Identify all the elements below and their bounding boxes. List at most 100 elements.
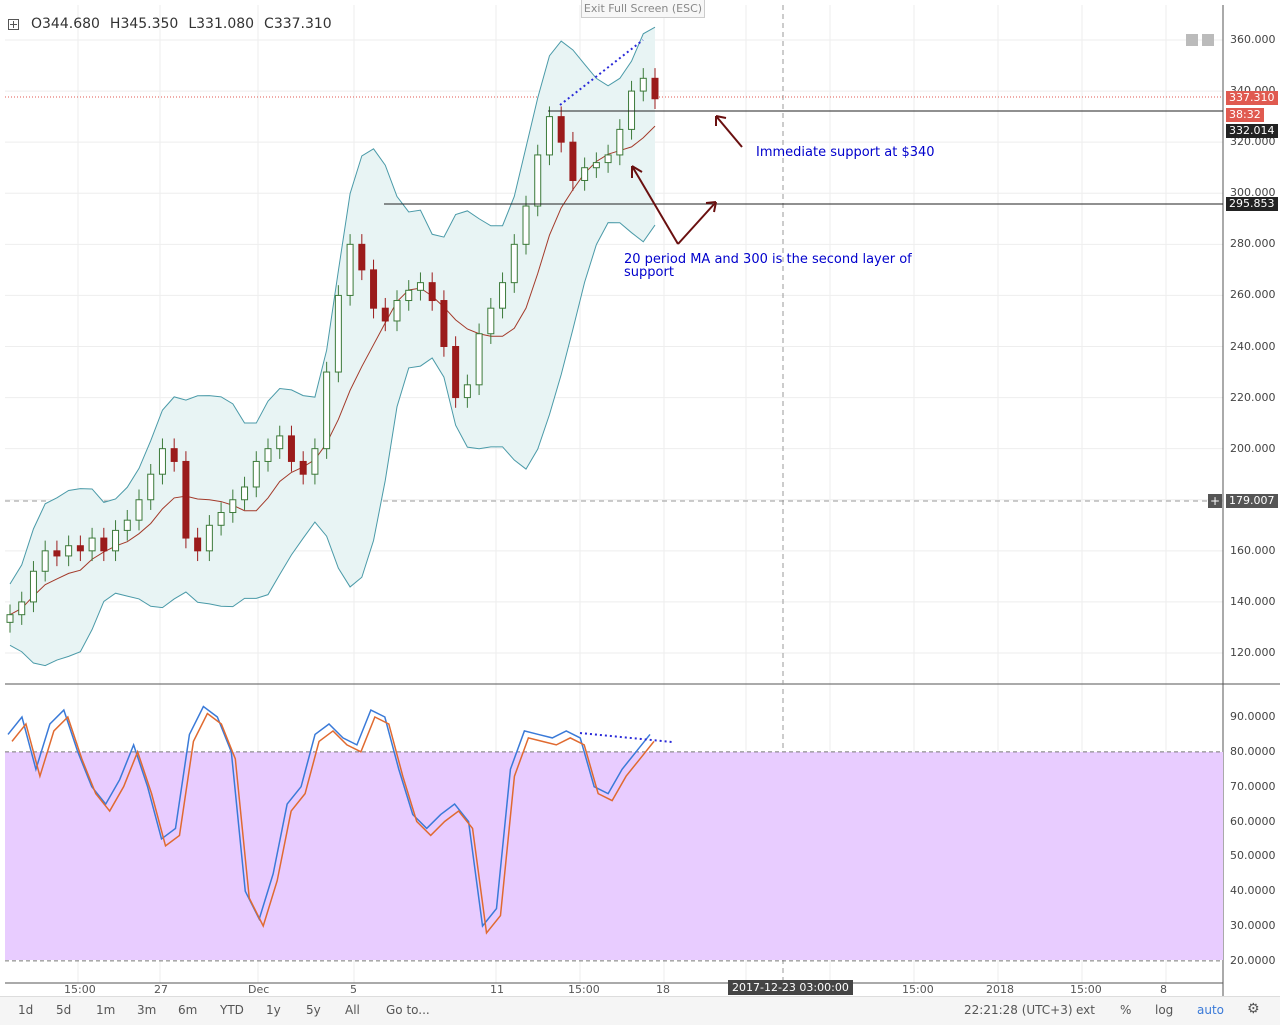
range-button-5y[interactable]: 5y bbox=[306, 1003, 321, 1017]
candle-body bbox=[252, 460, 260, 488]
candle-body bbox=[100, 537, 108, 552]
candle-body bbox=[358, 243, 366, 271]
time-tick-label: 11 bbox=[490, 983, 504, 996]
candle-body bbox=[323, 371, 331, 450]
oscillator-tick-label: 60.0000 bbox=[1230, 814, 1276, 828]
oscillator-tick-label: 90.0000 bbox=[1230, 710, 1276, 723]
candle-body bbox=[182, 460, 190, 539]
price-tick-label: 260.000 bbox=[1230, 288, 1276, 302]
price-tick-label: 120.000 bbox=[1230, 646, 1276, 659]
second-support-tag: 295.853 bbox=[1226, 197, 1278, 211]
candle-body bbox=[545, 116, 553, 156]
candle-body bbox=[299, 460, 307, 475]
annotation-arrow bbox=[631, 165, 679, 245]
crosshair-price-tag: 179.007 bbox=[1226, 494, 1278, 508]
candle-body bbox=[158, 448, 166, 475]
low-value: L331.080 bbox=[188, 16, 255, 32]
annotation-second-support-line1: 20 period MA and 300 is the second layer… bbox=[624, 252, 912, 267]
price-tick-label: 300.000 bbox=[1230, 186, 1276, 200]
candle-body bbox=[463, 384, 471, 399]
candle-body bbox=[475, 333, 483, 386]
candle-body bbox=[276, 435, 284, 450]
candle-body bbox=[639, 77, 647, 92]
range-button-3m[interactable]: 3m bbox=[137, 1003, 157, 1017]
log-toggle[interactable]: log bbox=[1155, 1003, 1174, 1017]
candle-countdown-tag: 38:32 bbox=[1226, 108, 1264, 122]
bottom-toolbar: 1d 5d 1m 3m 6m YTD 1y 5y All Go to... 22:21:28 (… bbox=[0, 996, 1280, 1025]
candle-body bbox=[440, 300, 448, 347]
candle-body bbox=[581, 167, 589, 181]
time-tick-label: 15:00 bbox=[568, 983, 600, 996]
candle-body bbox=[628, 90, 636, 130]
high-value: H345.350 bbox=[109, 16, 179, 32]
candle-body bbox=[194, 537, 202, 552]
candle-body bbox=[393, 300, 401, 322]
add-alert-icon[interactable]: + bbox=[1208, 494, 1222, 508]
percent-toggle[interactable]: % bbox=[1120, 1003, 1132, 1017]
annotation-arrow bbox=[677, 201, 717, 245]
candle-body bbox=[170, 448, 178, 462]
range-button-6m[interactable]: 6m bbox=[178, 1003, 198, 1017]
annotation-second-support-line2: support bbox=[624, 265, 674, 280]
candle-body bbox=[522, 205, 530, 245]
candle-body bbox=[76, 545, 84, 552]
candle-body bbox=[241, 486, 249, 501]
time-tick-label: 2018 bbox=[986, 983, 1014, 996]
range-button-5d[interactable]: 5d bbox=[56, 1003, 72, 1017]
pane-up-icon[interactable] bbox=[1186, 34, 1198, 46]
candle-body bbox=[217, 512, 225, 526]
auto-toggle[interactable]: auto bbox=[1197, 1003, 1225, 1017]
price-tick-label: 280.000 bbox=[1230, 237, 1276, 251]
bollinger-lower bbox=[9, 222, 656, 667]
candle-body bbox=[557, 116, 565, 143]
price-tick-label: 240.000 bbox=[1230, 339, 1276, 353]
candle-body bbox=[428, 282, 436, 302]
candle-body bbox=[112, 529, 120, 552]
ohlc-readout: O344.680 H345.350 L331.080 C337.310 bbox=[8, 16, 332, 32]
range-button-1d[interactable]: 1d bbox=[18, 1003, 34, 1017]
candle-body bbox=[499, 282, 507, 309]
time-tick-label: 5 bbox=[350, 983, 357, 996]
ext-toggle[interactable]: ext bbox=[1076, 1003, 1095, 1017]
chart-overlays bbox=[384, 39, 1223, 245]
stochastic-band-zone bbox=[5, 752, 1223, 960]
annotation-arrow bbox=[713, 201, 717, 213]
annotation-arrow bbox=[705, 201, 717, 204]
oscillator-tick-label: 50.0000 bbox=[1230, 849, 1276, 863]
open-value: O344.680 bbox=[31, 16, 100, 32]
clock-display: 22:21:28 (UTC+3) bbox=[964, 1003, 1073, 1017]
divergence-line-stoch bbox=[579, 732, 673, 743]
bollinger-fill bbox=[10, 27, 655, 666]
exit-fullscreen-button[interactable]: Exit Full Screen (ESC) bbox=[581, 0, 705, 18]
stoch-d-line bbox=[11, 712, 655, 935]
settings-gear-icon[interactable]: ⚙ bbox=[1247, 1001, 1260, 1017]
candle-body bbox=[29, 570, 37, 603]
candle-body bbox=[416, 282, 424, 291]
range-button-1m[interactable]: 1m bbox=[96, 1003, 116, 1017]
collapse-plus-icon[interactable] bbox=[8, 18, 19, 30]
candle-body bbox=[311, 448, 319, 475]
last-price-tag: 337.310 bbox=[1226, 91, 1278, 105]
candle-body bbox=[370, 269, 378, 309]
stochastic-oscillator bbox=[5, 705, 1223, 962]
time-tick-label: 18 bbox=[656, 983, 670, 996]
goto-button[interactable]: Go to... bbox=[386, 1003, 430, 1017]
candlestick-series[interactable] bbox=[6, 68, 659, 633]
candle-body bbox=[229, 499, 237, 514]
time-tick-label: 15:00 bbox=[902, 983, 934, 996]
candle-body bbox=[604, 154, 612, 164]
time-tick-label: 15:00 bbox=[1070, 983, 1102, 996]
range-button-ytd[interactable]: YTD bbox=[220, 1003, 244, 1017]
trading-chart[interactable] bbox=[0, 0, 1280, 996]
range-button-all[interactable]: All bbox=[345, 1003, 360, 1017]
crosshair-time-tag: 2017-12-23 03:00:00 bbox=[728, 980, 853, 995]
candle-body bbox=[123, 519, 131, 531]
pane-down-icon[interactable] bbox=[1202, 34, 1214, 46]
candle-body bbox=[346, 243, 354, 296]
price-tick-label: 360.000 bbox=[1230, 33, 1276, 46]
candle-body bbox=[334, 294, 342, 373]
candle-body bbox=[381, 307, 389, 322]
oscillator-tick-label: 70.0000 bbox=[1230, 779, 1276, 793]
candle-body bbox=[147, 473, 155, 501]
range-button-1y[interactable]: 1y bbox=[266, 1003, 281, 1017]
